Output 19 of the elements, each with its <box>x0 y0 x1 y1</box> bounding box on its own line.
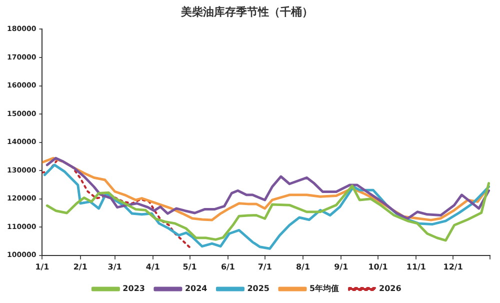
x-tick-label: 11/1 <box>406 262 426 272</box>
x-tick-label: 9/1 <box>334 262 349 272</box>
x-tick-label: 1/1 <box>35 262 50 272</box>
x-tick-label: 10/1 <box>368 262 388 272</box>
legend-label: 2026 <box>379 284 402 294</box>
x-tick-label: 5/1 <box>182 262 198 272</box>
chart-title: 美柴油库存季节性（千桶） <box>180 5 313 18</box>
x-tick-label: 8/1 <box>296 262 310 272</box>
x-tick-label: 4/1 <box>146 262 160 272</box>
x-tick-label: 6/1 <box>220 262 236 272</box>
legend-label: 5年均值 <box>309 284 340 294</box>
x-tick-label: 12/1 <box>443 262 464 272</box>
legend-label: 2023 <box>122 284 145 294</box>
legend-label: 2025 <box>247 284 270 294</box>
legend-label: 2024 <box>184 284 208 294</box>
x-tick-label: 3/1 <box>108 262 122 272</box>
x-tick-label: 7/1 <box>258 262 272 272</box>
x-tick-label: 2/1 <box>73 262 88 272</box>
line-series <box>42 159 192 250</box>
